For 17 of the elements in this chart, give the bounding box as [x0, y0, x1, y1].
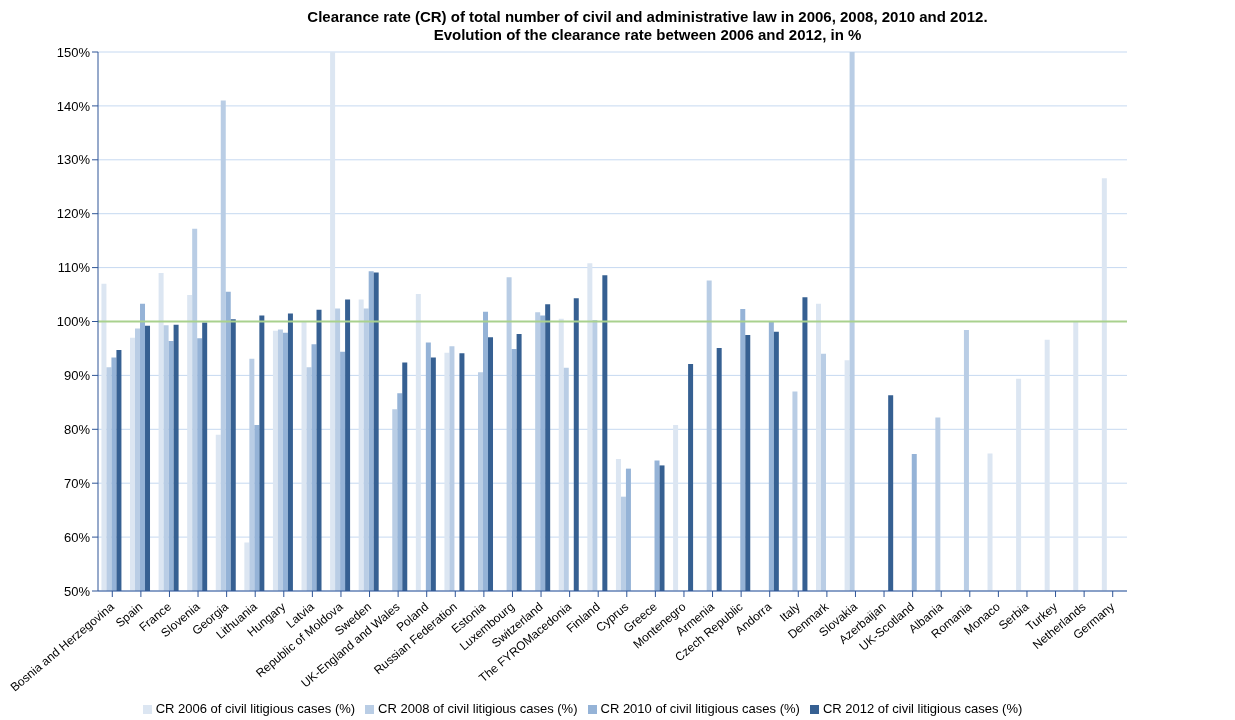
chart-title: Clearance rate (CR) of total number of civil and administrative law in 2006, 2008, 2010 and 2012. [306, 8, 989, 26]
chart-subtitle: Evolution of the clearance rate between 2006 and 2012, in % [432, 26, 863, 44]
legend-label: CR 2006 of civil litigious cases (%) [155, 701, 356, 716]
y-tick-label: 140% [56, 98, 91, 114]
y-tick-label: 130% [56, 152, 91, 168]
y-tick-label: 120% [56, 206, 91, 222]
legend-label: CR 2010 of civil litigious cases (%) [600, 701, 800, 716]
y-tick-label: 80% [63, 421, 91, 437]
y-tick-label: 150% [56, 44, 91, 60]
y-tick-label: 50% [63, 583, 91, 599]
legend-label: CR 2012 of civil litigious cases (%) [822, 701, 1023, 716]
legend-label: CR 2008 of civil litigious cases (%) [378, 701, 578, 716]
y-tick-label: 60% [63, 529, 91, 545]
y-tick-label: 100% [56, 314, 91, 330]
y-tick-label: 90% [63, 368, 91, 384]
y-tick-label: 110% [57, 260, 91, 276]
y-tick-label: 70% [63, 475, 91, 491]
